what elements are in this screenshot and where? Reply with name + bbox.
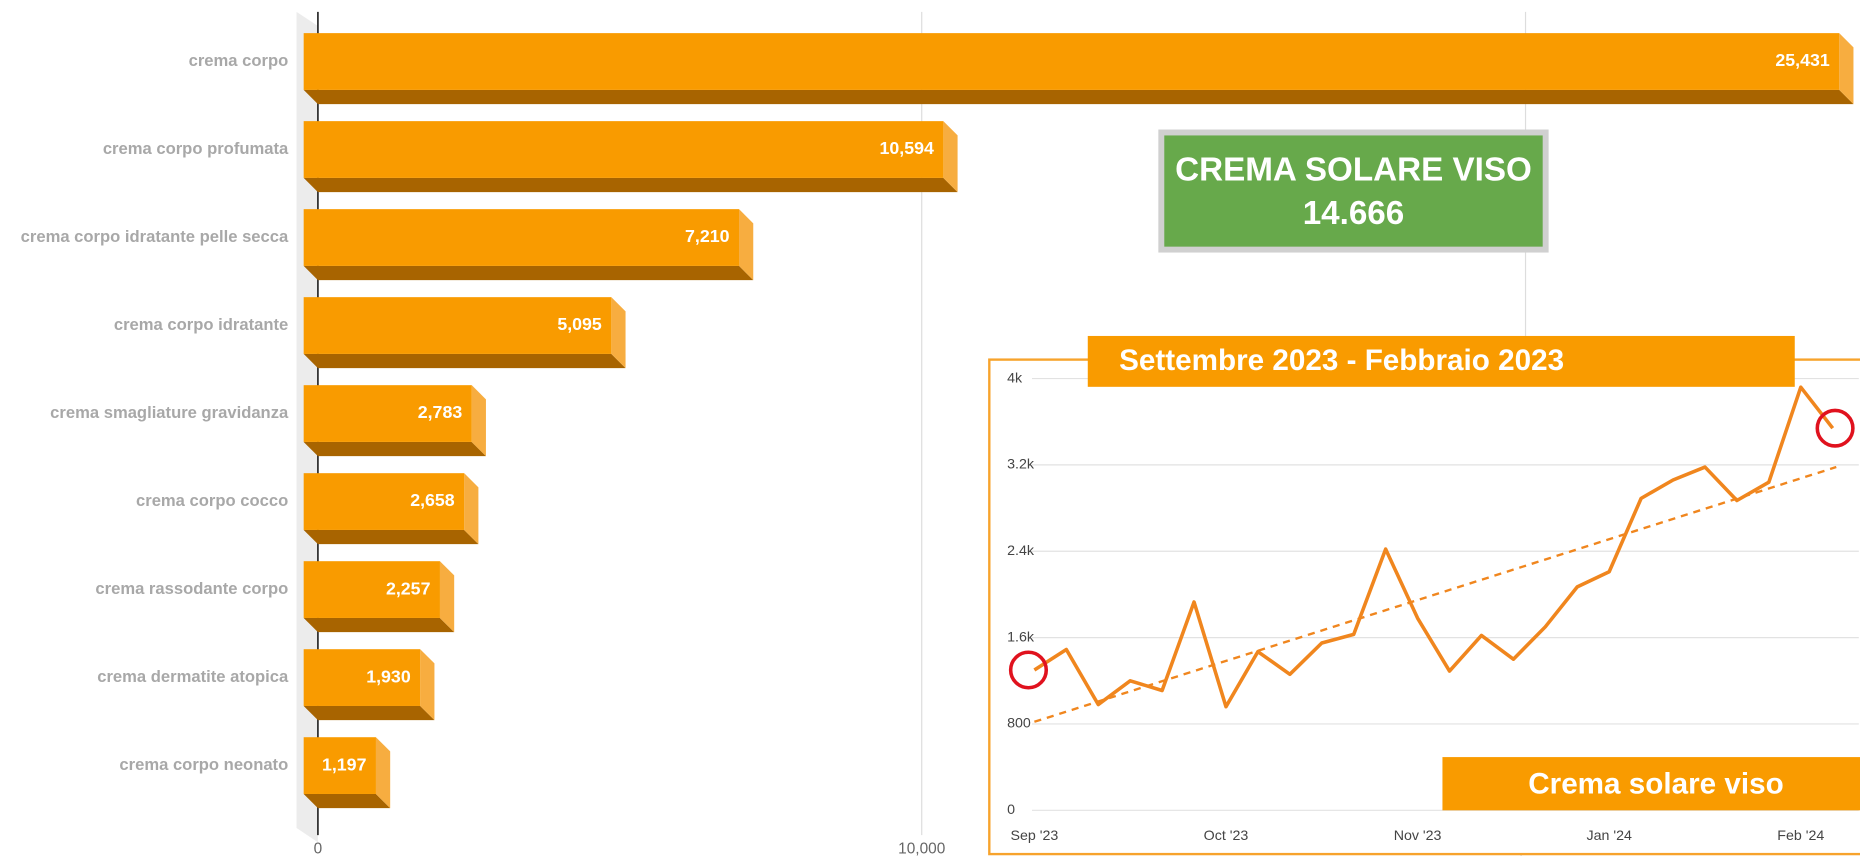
bar-side: [739, 209, 754, 281]
bar: [303, 561, 440, 618]
highlight-circle: [1815, 408, 1855, 448]
y-tick-label: 3.2k: [1007, 457, 1035, 473]
bar-side: [611, 297, 626, 369]
bar: [303, 209, 740, 266]
highlight-circle: [1008, 650, 1049, 690]
bar-bottom: [303, 529, 479, 545]
callout-value: 14.666: [1303, 195, 1405, 232]
category-label: crema smagliature gravidanza: [50, 403, 289, 422]
category-label: crema rassodante corpo: [95, 579, 288, 598]
title-banner: [1087, 335, 1795, 387]
y-tick-label: 800: [1007, 716, 1031, 732]
value-label: 10,594: [879, 138, 933, 158]
bar-bottom: [303, 793, 391, 809]
bar-bottom: [303, 89, 1854, 105]
bar: [303, 297, 612, 354]
bar-side: [439, 561, 455, 633]
bar: [303, 385, 472, 442]
bar-side: [420, 649, 435, 721]
value-label: 2,257: [386, 578, 431, 598]
bar-bottom: [303, 265, 754, 281]
value-label: 7,210: [685, 226, 730, 246]
y-tick-label: 1.6k: [1007, 629, 1035, 645]
bar-side: [464, 473, 479, 545]
y-tick-label: 0: [1007, 802, 1015, 818]
callout-title: CREMA SOLARE VISO: [1175, 151, 1532, 188]
bar-bottom: [303, 705, 435, 721]
y-tick-label: 2.4k: [1007, 543, 1035, 559]
bar: [303, 33, 1840, 90]
bar: [303, 737, 376, 794]
bar-bottom: [303, 353, 626, 369]
line-chart: 0 800 1.6k 2.4k 3.2k 4k Sep '23 Oct '23 Nov '23 J…: [988, 335, 1860, 856]
x-tick-label: Nov '23: [1394, 828, 1442, 844]
trend-line: [1034, 465, 1837, 723]
category-label: crema corpo idratante pelle secca: [21, 227, 289, 246]
value-label: 5,095: [557, 314, 602, 334]
category-label: crema corpo: [189, 51, 289, 70]
category-label: crema corpo profumata: [103, 139, 289, 158]
bar-side: [1839, 33, 1854, 105]
legend-label: Crema solare viso: [1528, 767, 1783, 800]
x-tick-label: Feb '24: [1777, 828, 1824, 844]
bar: [303, 473, 465, 530]
x-tick-label: 10,000: [898, 840, 945, 857]
category-label: crema corpo cocco: [136, 491, 288, 510]
x-tick-label: 0: [314, 840, 323, 857]
x-tick-label: Sep '23: [1010, 828, 1058, 844]
bar: [303, 649, 421, 706]
bar-bottom: [303, 441, 486, 457]
bar-bottom: [303, 617, 455, 633]
legend-banner: [1442, 757, 1860, 811]
category-label: crema corpo neonato: [119, 755, 288, 774]
bar-side: [375, 737, 391, 809]
value-label: 2,783: [418, 402, 463, 422]
chart-title: Settembre 2023 - Febbraio 2023: [1119, 344, 1564, 377]
y-tick-label: 4k: [1007, 370, 1023, 386]
value-label: 1,197: [322, 754, 367, 774]
x-tick-label: Jan '24: [1586, 828, 1632, 844]
bar: [303, 121, 944, 178]
x-tick-label: Oct '23: [1204, 828, 1249, 844]
callout-box: [1158, 129, 1549, 253]
callout: CREMA SOLARE VISO 14.666: [1158, 129, 1549, 253]
category-label: crema dermatite atopica: [97, 667, 289, 686]
value-label: 1,930: [366, 666, 411, 686]
value-label: 2,658: [410, 490, 455, 510]
bar-side: [471, 385, 486, 457]
bar-bottom: [303, 177, 958, 193]
value-label: 25,431: [1775, 50, 1829, 70]
series-line: [1033, 385, 1835, 709]
category-label: crema corpo idratante: [114, 315, 288, 334]
bar-side: [943, 121, 958, 193]
